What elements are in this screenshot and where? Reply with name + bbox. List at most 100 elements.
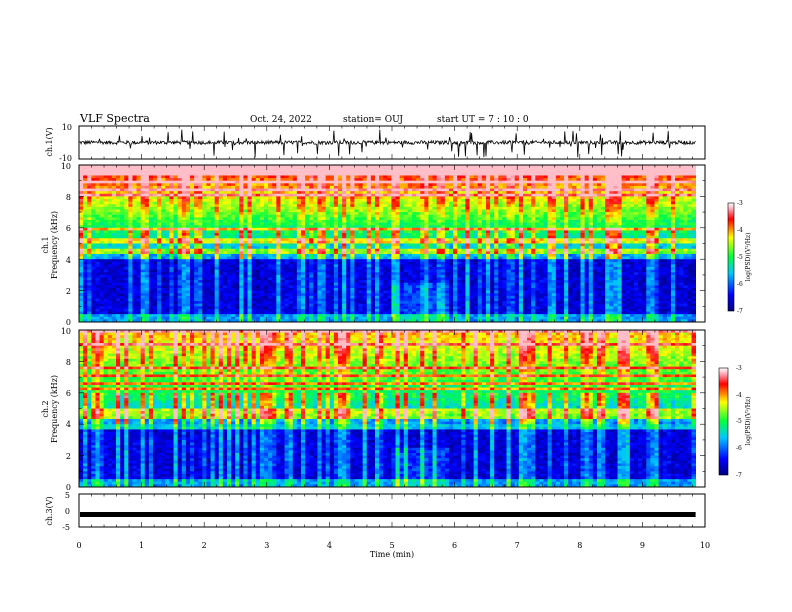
spectrogram-cell [638,199,643,202]
spectrogram-cell [667,241,672,244]
spectrogram-cell [507,191,512,194]
spectrogram-cell [190,212,195,215]
spectrogram-cell [556,212,561,215]
spectrogram-cell [556,183,561,186]
spectrogram-cell [646,202,651,205]
spectrogram-cell [128,175,133,178]
spectrogram-cell [412,233,417,236]
spectrogram-cell [490,181,495,184]
spectrogram-cell [268,220,273,223]
spectrogram-cell [548,202,553,205]
spectrogram-cell [572,202,577,205]
spectrogram-cell [531,215,536,218]
spectrogram-cell [260,228,265,231]
spectrogram-cell [285,194,290,197]
spectrogram-cell [157,233,162,236]
spectrogram-cell [104,170,109,173]
spectrogram-cell [215,194,220,197]
spectrogram-cell [638,178,643,181]
spectrogram-cell [655,168,660,171]
spectrogram-cell [457,178,462,181]
ch1-waveform-line [79,130,696,158]
spectrogram-cell [313,191,318,194]
spectrogram-cell [589,225,594,228]
spectrogram-cell [309,191,314,194]
spectrogram-cell [301,175,306,178]
spectrogram-cell [91,249,96,252]
spectrogram-cell [375,244,380,247]
spectrogram-cell [79,228,84,231]
spectrogram-cell [560,175,565,178]
spectrogram-cell [235,175,240,178]
spectrogram-cell [322,215,327,218]
spectrogram-cell [132,202,137,205]
spectrogram-cell [646,212,651,215]
spectrogram-cell [416,228,421,231]
spectrogram-cell [301,181,306,184]
spectrogram-cell [363,204,368,207]
spectrogram-cell [634,217,639,220]
spectrogram-cell [293,225,298,228]
spectrogram-cell [363,249,368,252]
spectrogram-cell [87,236,92,239]
spectrogram-cell [548,204,553,207]
spectrogram-cell [153,186,158,189]
spectrogram-cell [371,220,376,223]
spectrogram-cell [215,225,220,228]
spectrogram-cell [260,244,265,247]
spectrogram-cell [342,212,347,215]
spectrogram-cell [396,175,401,178]
spectrogram-cell [511,230,516,233]
spectrogram-cell [675,217,680,220]
spectrogram-cell [165,202,170,205]
spectrogram-cell [252,178,257,181]
spectrogram-cell [400,246,405,249]
spectrogram-cell [264,194,269,197]
spectrogram-cell [264,223,269,226]
spectrogram-cell [206,178,211,181]
spectrogram-cell [371,215,376,218]
spectrogram-cell [231,233,236,236]
spectrogram-cell [346,189,351,192]
spectrogram-cell [650,194,655,197]
spectrogram-cell [190,194,195,197]
spectrogram-cell [679,230,684,233]
spectrogram-cell [350,189,355,192]
spectrogram-cell [305,178,310,181]
spectrogram-cell [293,246,298,249]
spectrogram-cell [157,183,162,186]
spectrogram-cell [359,236,364,239]
spectrogram-cell [132,241,137,244]
spectrogram-cell [544,241,549,244]
spectrogram-cell [231,194,236,197]
spectrogram-cell [95,178,100,181]
spectrogram-cell [449,173,454,176]
spectrogram-cell [354,244,359,247]
spectrogram-cell [428,238,433,241]
spectrogram-cell [589,199,594,202]
spectrogram-cell [83,223,88,226]
spectrogram-cell [581,189,586,192]
spectrogram-cell [486,168,491,171]
spectrogram-cell [507,246,512,249]
spectrogram-cell [178,220,183,223]
spectrogram-cell [313,223,318,226]
spectrogram-cell [132,225,137,228]
spectrogram-cell [235,199,240,202]
spectrogram-cell [87,223,92,226]
spectrogram-cell [585,168,590,171]
spectrogram-cell [515,220,520,223]
spectrogram-cell [231,207,236,210]
spectrogram-cell [683,217,688,220]
spectrogram-cell [104,223,109,226]
spectrogram-cell [474,196,479,199]
spectrogram-cell [613,178,618,181]
spectrogram-cell [465,236,470,239]
spectrogram-cell [285,207,290,210]
spectrogram-cell [100,225,105,228]
spectrogram-cell [568,207,573,210]
spectrogram-cell [646,170,651,173]
spectrogram-cell [161,233,166,236]
spectrogram-cell [305,194,310,197]
spectrogram-cell [490,217,495,220]
